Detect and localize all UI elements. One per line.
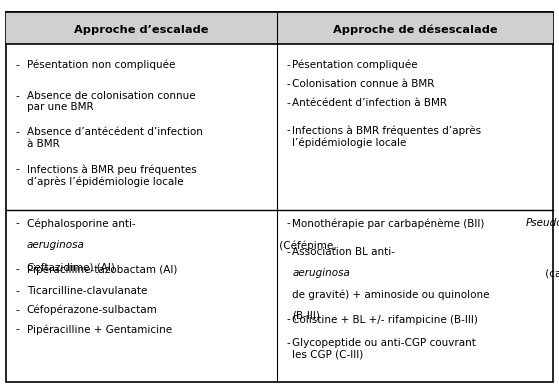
Text: -: - bbox=[287, 338, 291, 348]
Text: -: - bbox=[287, 98, 291, 108]
Text: -: - bbox=[287, 247, 291, 257]
Text: aeruginosa: aeruginosa bbox=[292, 268, 350, 278]
Text: aeruginosa: aeruginosa bbox=[27, 240, 85, 250]
Text: -: - bbox=[16, 324, 20, 334]
Text: Pseudomonas: Pseudomonas bbox=[525, 218, 559, 228]
Text: Ticarcilline-clavulanate: Ticarcilline-clavulanate bbox=[27, 286, 147, 296]
Text: Ceftazidime) (AI): Ceftazidime) (AI) bbox=[27, 262, 115, 272]
Text: Pipéracilline + Gentamicine: Pipéracilline + Gentamicine bbox=[27, 324, 172, 335]
Text: Pésentation compliquée: Pésentation compliquée bbox=[292, 60, 418, 70]
Text: (carbapénème si signes: (carbapénème si signes bbox=[542, 268, 559, 279]
Text: -: - bbox=[16, 91, 20, 101]
Text: Céfopérazone-sulbactam: Céfopérazone-sulbactam bbox=[27, 305, 158, 315]
Text: de gravité) + aminoside ou quinolone: de gravité) + aminoside ou quinolone bbox=[292, 290, 490, 300]
Text: (Céfépime,: (Céfépime, bbox=[276, 240, 337, 251]
Text: Pésentation non compliquée: Pésentation non compliquée bbox=[27, 60, 175, 70]
Text: -: - bbox=[16, 164, 20, 174]
Text: -: - bbox=[16, 60, 20, 70]
Text: -: - bbox=[287, 315, 291, 325]
Text: -: - bbox=[287, 79, 291, 89]
Text: Approche d’escalade: Approche d’escalade bbox=[74, 25, 209, 35]
Text: Monothérapie par carbapénème (BII): Monothérapie par carbapénème (BII) bbox=[292, 218, 485, 229]
Text: Glycopeptide ou anti-CGP couvrant
les CGP (C-III): Glycopeptide ou anti-CGP couvrant les CG… bbox=[292, 338, 476, 359]
Text: -: - bbox=[16, 218, 20, 228]
Text: Infections à BMR fréquentes d’après
l’épidémiologie locale: Infections à BMR fréquentes d’après l’ép… bbox=[292, 125, 481, 148]
Text: Céphalosporine anti-: Céphalosporine anti- bbox=[27, 218, 136, 229]
Text: Infections à BMR peu fréquentes
d’après l’épidémiologie locale: Infections à BMR peu fréquentes d’après … bbox=[27, 164, 197, 187]
Text: Approche de désescalade: Approche de désescalade bbox=[333, 25, 498, 35]
Text: Absence d’antécédent d’infection
à BMR: Absence d’antécédent d’infection à BMR bbox=[27, 127, 203, 149]
Text: -: - bbox=[16, 264, 20, 274]
Text: -: - bbox=[16, 305, 20, 315]
Text: Colonisation connue à BMR: Colonisation connue à BMR bbox=[292, 79, 435, 89]
Text: Absence de colonisation connue
par une BMR: Absence de colonisation connue par une B… bbox=[27, 91, 196, 112]
Text: Pipéracilline-tazobactam (AI): Pipéracilline-tazobactam (AI) bbox=[27, 264, 177, 275]
Text: -: - bbox=[287, 125, 291, 135]
Text: Antécédent d’infection à BMR: Antécédent d’infection à BMR bbox=[292, 98, 447, 108]
Bar bbox=[6, 12, 553, 44]
Text: (B-III): (B-III) bbox=[292, 311, 320, 321]
Text: Association BL anti-: Association BL anti- bbox=[292, 247, 395, 257]
Text: -: - bbox=[16, 127, 20, 137]
Text: Colistine + BL +/- rifampicine (B-III): Colistine + BL +/- rifampicine (B-III) bbox=[292, 315, 479, 325]
Text: -: - bbox=[287, 218, 291, 228]
Text: -: - bbox=[16, 286, 20, 296]
Text: -: - bbox=[287, 60, 291, 70]
